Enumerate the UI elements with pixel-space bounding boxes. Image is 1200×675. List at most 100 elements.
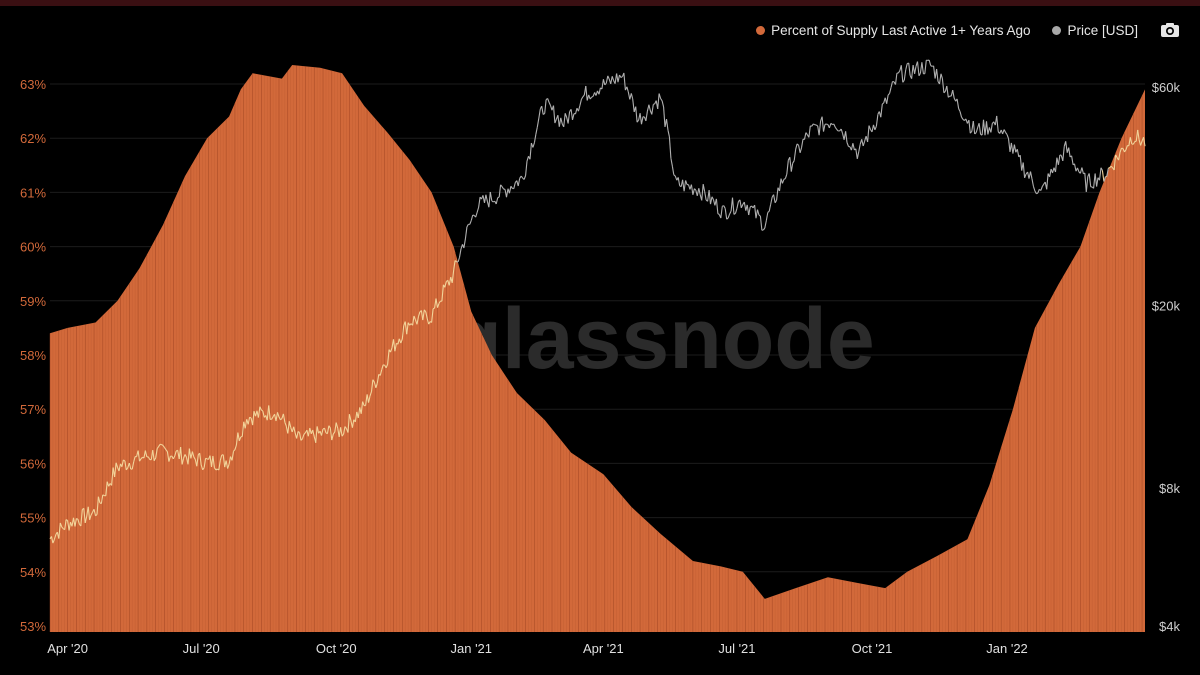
price-segment <box>558 117 562 127</box>
price-segment <box>996 115 999 132</box>
price-segment <box>475 212 478 218</box>
price-segment <box>508 186 512 194</box>
price-segment <box>1037 189 1040 194</box>
price-segment <box>918 73 921 77</box>
price-segment <box>607 75 610 80</box>
price-segment <box>764 220 767 229</box>
price-segment <box>257 406 261 418</box>
price-segment <box>280 418 283 421</box>
price-segment <box>536 118 540 128</box>
price-segment <box>868 125 872 130</box>
price-segment <box>1132 141 1136 145</box>
price-segment <box>928 59 932 66</box>
price-segment <box>525 161 528 176</box>
price-segment <box>704 191 707 200</box>
price-segment <box>470 214 474 221</box>
left-tick-label: 62% <box>20 131 46 146</box>
price-segment <box>320 428 324 436</box>
price-segment <box>510 185 513 189</box>
price-segment <box>818 120 822 136</box>
price-segment <box>1029 171 1033 180</box>
price-segment <box>425 311 428 319</box>
price-segment <box>574 108 578 115</box>
price-segment <box>231 451 235 461</box>
price-segment <box>523 175 527 180</box>
price-segment <box>626 86 629 93</box>
price-segment <box>585 85 588 101</box>
price-segment <box>50 536 54 544</box>
price-segment <box>620 75 623 79</box>
price-segment <box>567 111 571 124</box>
price-segment <box>630 93 634 100</box>
price-segment <box>548 102 552 106</box>
legend-item-supply[interactable]: Percent of Supply Last Active 1+ Years A… <box>756 23 1030 38</box>
price-segment <box>244 419 248 429</box>
price-segment <box>856 151 860 159</box>
price-segment <box>642 116 645 118</box>
price-segment <box>968 120 971 134</box>
price-segment <box>115 462 119 468</box>
price-segment <box>344 426 347 430</box>
price-segment <box>328 425 331 429</box>
price-segment <box>799 147 803 153</box>
right-tick-label: $8k <box>1159 481 1180 496</box>
price-segment <box>343 426 346 435</box>
price-segment <box>900 65 904 83</box>
price-segment <box>354 411 358 422</box>
price-segment <box>326 425 330 434</box>
price-segment <box>367 395 371 403</box>
price-segment <box>323 428 327 434</box>
price-segment <box>432 307 435 310</box>
price-segment <box>623 72 626 91</box>
price-segment <box>74 518 77 527</box>
price-segment <box>1098 167 1102 181</box>
price-segment <box>369 391 373 397</box>
price-segment <box>708 190 712 205</box>
legend-item-price[interactable]: Price [USD] <box>1052 23 1138 38</box>
price-segment <box>118 463 122 472</box>
price-segment <box>1076 167 1080 172</box>
supply-legend-dot <box>756 25 766 35</box>
price-segment <box>894 73 898 85</box>
price-segment <box>241 421 245 437</box>
price-segment <box>727 213 731 219</box>
price-segment <box>147 456 151 460</box>
price-segment <box>544 99 547 114</box>
price-segment <box>225 460 229 469</box>
price-segment <box>444 281 447 288</box>
price-segment <box>828 123 832 129</box>
price-segment <box>406 322 409 335</box>
price-segment <box>191 451 195 458</box>
price-segment <box>489 191 493 201</box>
price-segment <box>1024 173 1027 179</box>
price-segment <box>821 116 825 132</box>
price-segment <box>604 82 607 86</box>
price-segment <box>598 87 601 95</box>
price-segment <box>830 122 833 126</box>
x-tick-label: Jul '21 <box>718 641 755 656</box>
price-segment <box>401 325 405 340</box>
price-segment <box>80 509 83 527</box>
price-segment <box>164 447 167 451</box>
price-segment <box>889 87 892 94</box>
price-segment <box>370 379 374 392</box>
price-segment <box>832 123 835 126</box>
price-segment <box>890 81 894 88</box>
price-segment <box>174 450 177 457</box>
price-segment <box>1057 154 1061 165</box>
price-segment <box>84 516 88 524</box>
price-segment <box>734 208 738 214</box>
price-segment <box>331 433 334 441</box>
price-segment <box>249 416 252 419</box>
price-segment <box>767 210 770 213</box>
price-segment <box>758 214 761 217</box>
price-segment <box>1036 192 1039 195</box>
price-segment <box>500 184 503 187</box>
camera-icon[interactable] <box>1160 22 1180 38</box>
price-segment <box>952 90 955 99</box>
price-segment <box>375 383 378 388</box>
price-segment <box>793 149 797 161</box>
price-segment <box>235 432 239 446</box>
price-segment <box>798 145 801 153</box>
price-segment <box>564 113 568 118</box>
